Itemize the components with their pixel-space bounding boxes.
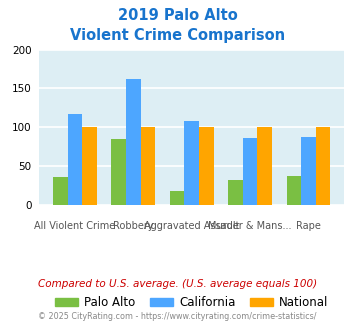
Text: All Violent Crime: All Violent Crime bbox=[34, 221, 115, 231]
Bar bbox=[243, 138, 257, 205]
Text: Violent Crime Comparison: Violent Crime Comparison bbox=[70, 28, 285, 43]
Bar bbox=[170, 191, 184, 205]
Text: Murder & Mans...: Murder & Mans... bbox=[208, 221, 292, 231]
Text: Rape: Rape bbox=[296, 221, 321, 231]
Text: © 2025 CityRating.com - https://www.cityrating.com/crime-statistics/: © 2025 CityRating.com - https://www.city… bbox=[38, 312, 317, 321]
Bar bbox=[67, 114, 82, 205]
Legend: Palo Alto, California, National: Palo Alto, California, National bbox=[50, 291, 333, 314]
Text: Aggravated Assault: Aggravated Assault bbox=[144, 221, 240, 231]
Bar bbox=[316, 127, 331, 205]
Bar bbox=[301, 137, 316, 205]
Bar bbox=[82, 127, 97, 205]
Bar bbox=[257, 127, 272, 205]
Bar bbox=[286, 176, 301, 205]
Bar bbox=[53, 178, 67, 205]
Bar bbox=[126, 79, 141, 205]
Bar bbox=[111, 139, 126, 205]
Text: Compared to U.S. average. (U.S. average equals 100): Compared to U.S. average. (U.S. average … bbox=[38, 279, 317, 289]
Bar bbox=[141, 127, 155, 205]
Bar bbox=[228, 180, 243, 205]
Text: 2019 Palo Alto: 2019 Palo Alto bbox=[118, 8, 237, 23]
Bar bbox=[184, 121, 199, 205]
Bar bbox=[199, 127, 214, 205]
Text: Robbery: Robbery bbox=[113, 221, 154, 231]
